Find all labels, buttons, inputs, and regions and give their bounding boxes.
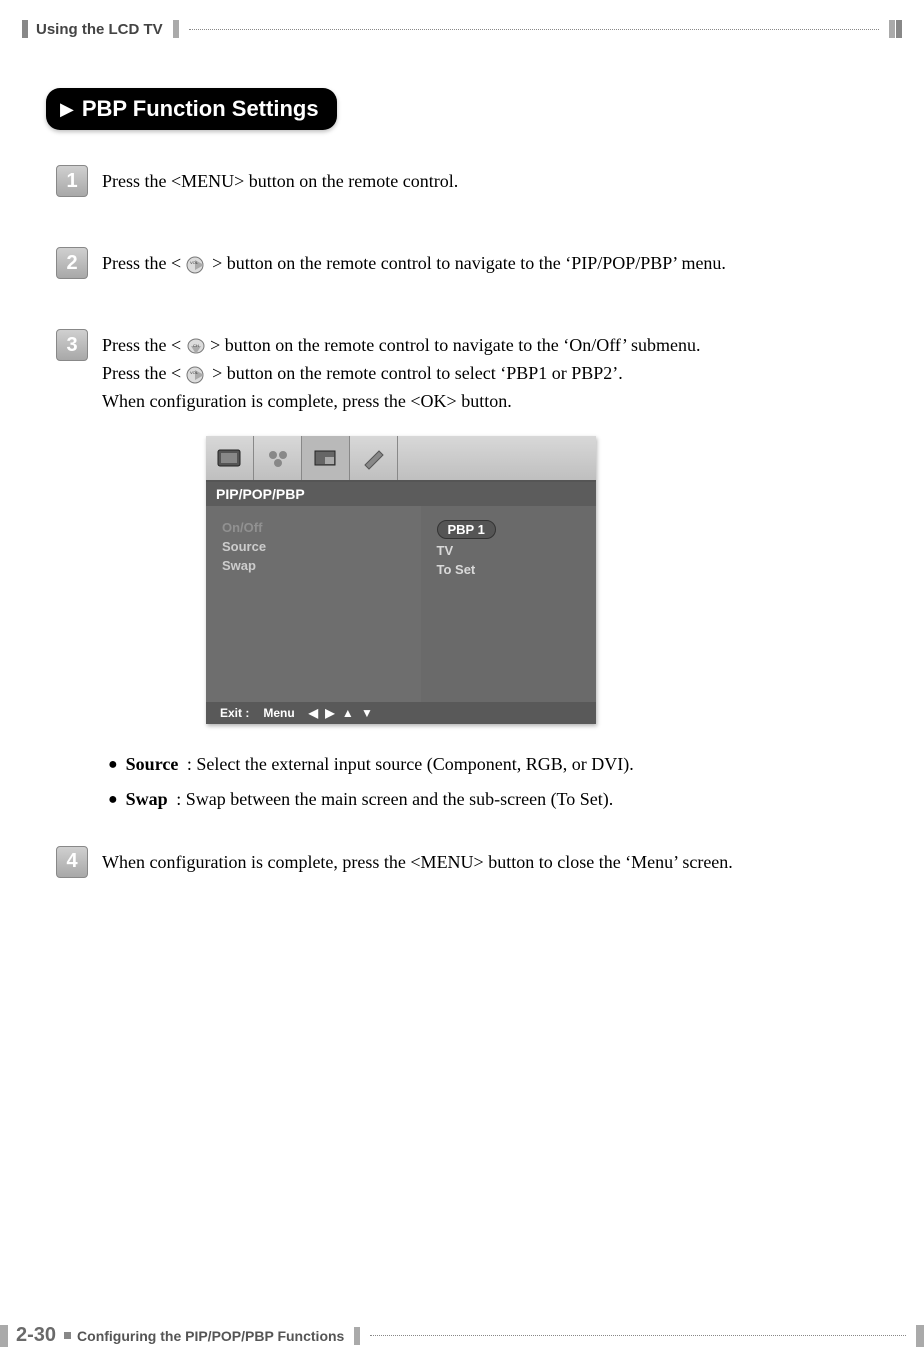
section-badge-text: PBP Function Settings: [82, 96, 319, 122]
osd-menu-label: PIP/POP/PBP: [206, 482, 596, 506]
step-number-2: 2: [56, 247, 88, 279]
footer-divider: [354, 1327, 360, 1345]
step-2: 2 Press the < VOL > button on the remote…: [56, 247, 856, 279]
step-2-pre: Press the <: [102, 253, 186, 273]
osd-footer: Exit : Menu ◀ ▶ ▲ ▼: [206, 702, 596, 724]
step-2-post: > button on the remote control to naviga…: [208, 253, 726, 273]
header-divider: [173, 20, 179, 38]
bullet-source-text: : Select the external input source (Comp…: [182, 754, 633, 774]
footer-title: Configuring the PIP/POP/PBP Functions: [77, 1328, 344, 1344]
osd-source: Source: [222, 539, 405, 554]
osd-pbp1-row: PBP 1: [437, 520, 581, 539]
bullets: ● Source : Select the external input sou…: [108, 754, 856, 810]
step-number-3: 3: [56, 329, 88, 361]
osd-nav-arrows-icon: ◀ ▶ ▲ ▼: [309, 706, 375, 720]
bullet-dot-icon: ●: [108, 756, 118, 774]
osd-tab-setup-icon: [350, 436, 398, 480]
ch-down-icon: CH: [186, 338, 206, 356]
footer-right-block: [916, 1325, 924, 1347]
osd-exit-label: Exit :: [220, 706, 249, 720]
step-2-text: Press the < VOL > button on the remote c…: [102, 247, 726, 278]
osd-right-column: PBP 1 TV To Set: [421, 506, 597, 702]
arrow-right-icon: ▶: [60, 99, 74, 120]
step-4: 4 When configuration is complete, press …: [56, 846, 856, 878]
osd-screenshot: PIP/POP/PBP On/Off Source Swap PBP 1 TV …: [206, 436, 596, 724]
header-right-blocks: [889, 20, 902, 38]
step-number-1: 1: [56, 165, 88, 197]
header-dotted-line: [189, 29, 879, 30]
vol-right-icon: VOL: [186, 256, 208, 274]
osd-left-column: On/Off Source Swap: [206, 506, 421, 702]
bullet-swap: ● Swap : Swap between the main screen an…: [108, 789, 856, 810]
section-badge: ▶ PBP Function Settings: [46, 88, 337, 130]
footer-dotted-line: [370, 1335, 906, 1336]
step-3-text: Press the < CH > button on the remote co…: [102, 329, 701, 416]
osd-tv: TV: [437, 543, 581, 558]
bullet-source: ● Source : Select the external input sou…: [108, 754, 856, 775]
osd-swap: Swap: [222, 558, 405, 573]
bullet-dot-icon: ●: [108, 791, 118, 809]
footer-square-icon: [64, 1332, 71, 1339]
step-4-text: When configuration is complete, press th…: [102, 846, 733, 877]
bullet-source-label: Source: [126, 754, 179, 774]
page-header: Using the LCD TV: [22, 20, 902, 38]
bullet-swap-text: : Swap between the main screen and the s…: [172, 789, 614, 809]
osd-tab-input-icon: [254, 436, 302, 480]
step-1-text: Press the <MENU> button on the remote co…: [102, 165, 458, 196]
step-3-line2-pre: Press the <: [102, 363, 186, 383]
step-3-line3: When configuration is complete, press th…: [102, 388, 701, 416]
osd-pbp1-pill: PBP 1: [437, 520, 496, 539]
step-3-line1-post: > button on the remote control to naviga…: [206, 335, 701, 355]
steps-container: 1 Press the <MENU> button on the remote …: [56, 165, 856, 928]
step-3-line2-post: > button on the remote control to select…: [208, 363, 623, 383]
header-title: Using the LCD TV: [36, 21, 163, 38]
page-footer: 2-30 Configuring the PIP/POP/PBP Functio…: [0, 1324, 924, 1347]
page-number: 2-30: [16, 1324, 56, 1347]
svg-text:CH: CH: [193, 343, 199, 348]
step-3: 3 Press the < CH > button on the remote …: [56, 329, 856, 416]
osd-tabs: [206, 436, 596, 482]
svg-text:VOL: VOL: [190, 370, 199, 375]
footer-left-block: [0, 1325, 8, 1347]
bullet-swap-label: Swap: [126, 789, 168, 809]
osd-body: On/Off Source Swap PBP 1 TV To Set: [206, 506, 596, 702]
vol-right-icon-2: VOL: [186, 366, 208, 384]
osd-tab-tv-icon: [206, 436, 254, 480]
step-number-4: 4: [56, 846, 88, 878]
header-tick: [22, 20, 28, 38]
osd-onoff: On/Off: [222, 520, 405, 535]
osd-toset: To Set: [437, 562, 581, 577]
osd-tab-pip-icon: [302, 436, 350, 480]
step-1: 1 Press the <MENU> button on the remote …: [56, 165, 856, 197]
osd-menu-text: Menu: [263, 706, 294, 720]
step-3-line1-pre: Press the <: [102, 335, 186, 355]
svg-text:VOL: VOL: [190, 260, 199, 265]
